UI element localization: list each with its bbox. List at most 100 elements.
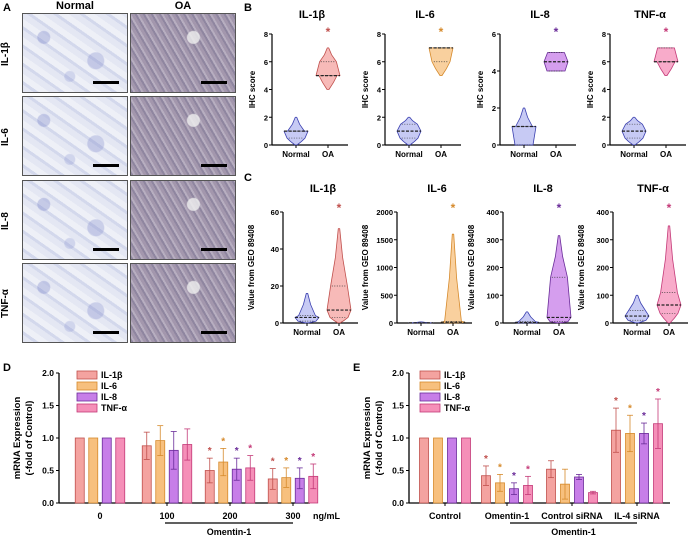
panel-label-a: A: [3, 2, 11, 14]
y-tick-label: 6: [492, 30, 496, 39]
legend-label: TNF-α: [101, 403, 127, 413]
violin-normal: [514, 311, 540, 324]
y-tick-label: 2.0: [42, 370, 54, 378]
y-tick-label: 8: [377, 30, 381, 39]
violin-oa: [546, 235, 572, 324]
x-tick-label: IL-4 siRNA: [614, 511, 660, 521]
x-tick-label: 0: [97, 511, 102, 521]
bar: [88, 437, 99, 504]
legend-swatch-3: [76, 403, 98, 413]
y-tick-label: 1.0: [42, 433, 54, 443]
y-axis-label: Value from GEO 89408: [361, 224, 370, 310]
unit-label: ng/mL: [313, 511, 340, 521]
scale-bar: [93, 248, 119, 251]
violin-chart-c-tnfa: TNF-α Value from GEO 89408 0 100 200 300 400 No…: [577, 183, 688, 337]
y-tick-label: 1.5: [392, 401, 404, 411]
micrograph-oa-il8: [130, 180, 236, 260]
y-axis-label: mRNA Expression: [362, 397, 373, 480]
scale-bar: [201, 248, 227, 251]
row-title-il8: IL-8: [0, 212, 11, 230]
significance-star: *: [451, 201, 456, 215]
y-tick-label: 2: [377, 113, 381, 122]
significance-star: *: [628, 403, 632, 414]
y-tick-label: 2: [602, 113, 606, 122]
bar: [101, 437, 112, 504]
significance-star: *: [221, 436, 225, 447]
significance-star: *: [337, 201, 342, 215]
column-title-normal: Normal: [56, 0, 94, 12]
x-tick-label: OA: [322, 150, 334, 159]
y-tick-label: 200: [596, 264, 609, 273]
chart-title: TNF-α: [634, 9, 666, 21]
x-tick-label: Normal: [620, 150, 648, 159]
legend-label: IL-8: [444, 392, 460, 402]
y-tick-label: 8: [264, 30, 268, 39]
y-tick-label: 8: [602, 30, 606, 39]
y-tick-label: 1000: [376, 264, 393, 273]
y-axis-label: (-fold of Control): [374, 401, 385, 476]
y-axis-label: mRNA Expression: [12, 397, 23, 480]
x-tick-label: Control siRNA: [541, 511, 603, 521]
chart-title: IL-8: [533, 183, 553, 195]
significance-star: *: [439, 25, 444, 39]
chart-title: TNF-α: [637, 183, 669, 195]
significance-star: *: [614, 396, 618, 407]
y-tick-label: 0: [605, 319, 609, 328]
y-tick-label: 0: [495, 319, 499, 328]
y-tick-label: 0: [264, 141, 268, 150]
violin-oa: [440, 233, 466, 324]
violin-oa: [656, 225, 682, 324]
x-tick-label: Normal: [407, 328, 435, 337]
micrograph-normal-il8: [22, 180, 128, 260]
x-tick-label: OA: [447, 328, 459, 337]
scale-bar: [201, 164, 227, 167]
y-tick-label: 6: [602, 58, 606, 67]
significance-star: *: [298, 456, 302, 467]
legend-label: IL-6: [444, 381, 460, 391]
significance-star: *: [526, 464, 530, 475]
y-tick-label: 2: [492, 104, 496, 113]
column-title-oa: OA: [174, 0, 192, 12]
y-tick-label: 6: [264, 58, 268, 67]
violin-chart-c-il1b: IL-1β Value from GEO 89408 0 20 40 60 Normal OA…: [247, 183, 358, 337]
micrograph-normal-il6: [22, 96, 128, 176]
bar-chart-d: mRNA Expression (-fold of Control) 0.0 0.5 1…: [12, 370, 340, 537]
y-tick-label: 0: [275, 319, 279, 328]
significance-star: *: [512, 471, 516, 482]
y-tick-label: 4: [377, 86, 382, 95]
legend-swatch-0: [76, 370, 98, 380]
group-label: Omentin-1: [207, 527, 252, 537]
micrograph-oa-il1b: [130, 13, 236, 93]
y-tick-label: 0: [492, 141, 496, 150]
y-tick-label: 20: [271, 282, 279, 291]
y-tick-label: 0: [602, 141, 606, 150]
y-tick-label: 400: [596, 208, 609, 217]
scale-bar: [93, 81, 119, 84]
y-axis-label: IHC score: [248, 70, 257, 108]
significance-star: *: [248, 444, 252, 455]
x-tick-label: Normal: [282, 150, 310, 159]
legend-swatch-2: [76, 392, 98, 402]
y-tick-label: 0.0: [42, 498, 54, 508]
y-tick-label: 0: [389, 319, 393, 328]
x-tick-label: OA: [660, 150, 672, 159]
panel-label-b: B: [244, 2, 252, 14]
y-tick-label: 6: [377, 58, 381, 67]
significance-star: *: [557, 201, 562, 215]
bar: [447, 437, 457, 504]
significance-star: *: [667, 201, 672, 215]
legend-swatch-1: [76, 381, 98, 391]
y-tick-label: 200: [486, 264, 499, 273]
y-tick-label: 1.5: [42, 401, 54, 411]
row-title-tnfa: TNF-α: [0, 289, 11, 319]
y-axis-label: IHC score: [361, 70, 370, 108]
y-axis-label: Value from GEO 89408: [467, 224, 476, 310]
scale-bar: [201, 331, 227, 334]
bar: [461, 437, 471, 504]
x-tick-label: Normal: [395, 150, 423, 159]
x-tick-label: Omentin-1: [485, 511, 530, 521]
bar: [574, 476, 584, 504]
significance-star: *: [656, 387, 660, 398]
x-tick-label: OA: [550, 150, 562, 159]
